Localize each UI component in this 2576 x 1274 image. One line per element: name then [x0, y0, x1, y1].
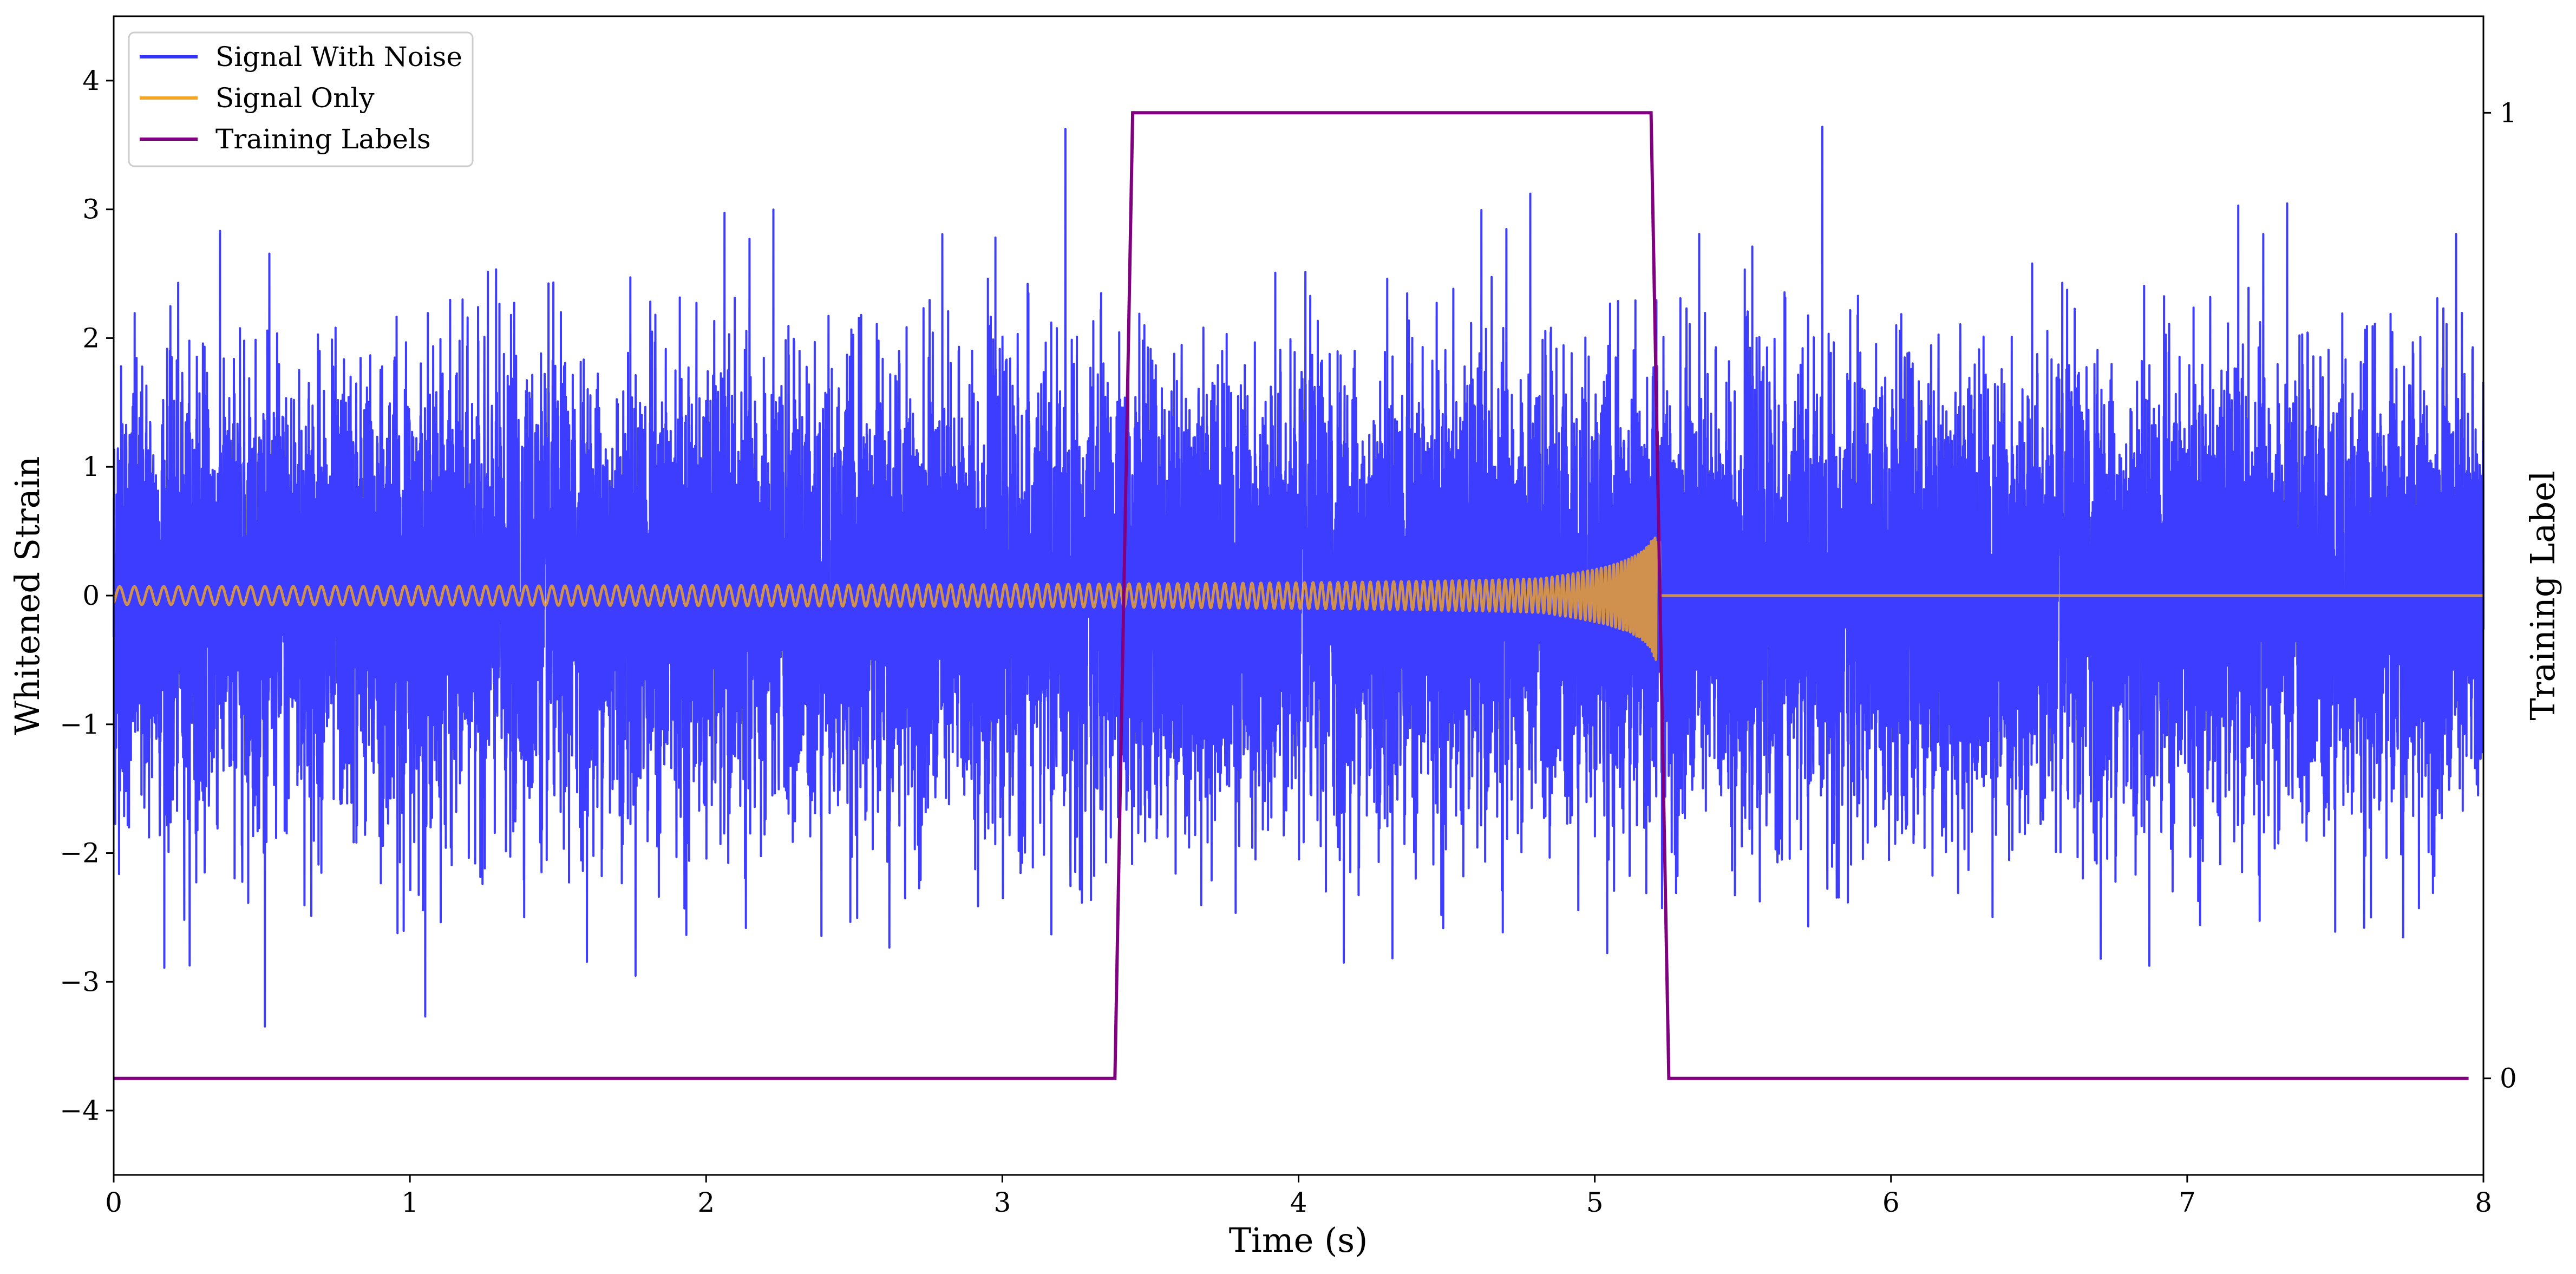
y-tick-label-7: 3 — [82, 194, 100, 225]
x-tick-label-4: 4 — [1290, 1187, 1307, 1218]
ticks-layer: 0 1 2 3 4 5 6 7 8 −4 −3 −2 −1 0 1 2 3 4 0 1 — [60, 65, 2517, 1218]
series-signal-only — [112, 537, 2485, 661]
x-tick-label-2: 2 — [697, 1187, 715, 1218]
y-tick-label-8: 4 — [82, 65, 100, 96]
y-tick-label-2: −2 — [60, 838, 100, 869]
series-layer — [112, 111, 2485, 1080]
x-tick-label-0: 0 — [105, 1187, 122, 1218]
x-tick-label-8: 8 — [2475, 1187, 2492, 1218]
y-tick-label-4: 0 — [82, 580, 100, 611]
x-axis-label: Time (s) — [1229, 1220, 1368, 1260]
legend-label-training-labels: Training Labels — [215, 123, 431, 155]
y2-tick-label-0: 0 — [2500, 1063, 2517, 1094]
y-tick-label-3: −1 — [60, 709, 100, 740]
y2-axis-label: Training Label — [2523, 471, 2562, 720]
x-tick-label-5: 5 — [1586, 1187, 1604, 1218]
y-tick-label-0: −4 — [60, 1095, 100, 1126]
y-tick-label-5: 1 — [82, 451, 100, 482]
x-tick-label-6: 6 — [1882, 1187, 1900, 1218]
legend: Signal With Noise Signal Only Training L… — [128, 31, 474, 167]
y2-tick-label-1: 1 — [2500, 97, 2517, 128]
legend-box — [128, 31, 474, 167]
x-tick-label-3: 3 — [993, 1187, 1011, 1218]
series-training-labels — [114, 111, 2469, 1080]
y-axis-label: Whitened Strain — [8, 456, 47, 735]
legend-label-signal-only: Signal Only — [215, 82, 375, 114]
legend-label-signal-with-noise: Signal With Noise — [215, 41, 462, 73]
y-tick-label-6: 2 — [82, 322, 100, 354]
series-signal-with-noise — [113, 126, 2485, 1028]
x-tick-label-7: 7 — [2179, 1187, 2196, 1218]
x-tick-label-1: 1 — [401, 1187, 419, 1218]
y-tick-label-1: −3 — [60, 966, 100, 997]
